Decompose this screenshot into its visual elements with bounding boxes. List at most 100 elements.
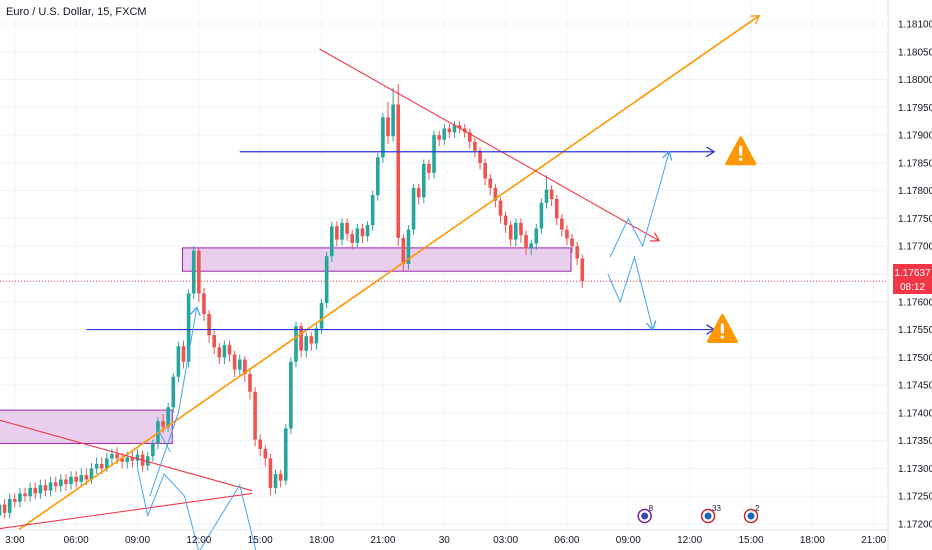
price-tick-label: 1.17400 [898,408,932,419]
candle-body [498,200,503,216]
candle-body [329,226,334,257]
candle-body [171,376,176,408]
zone-rect[interactable] [0,409,173,444]
candle-body [94,464,99,469]
candle-body [370,195,375,226]
price-tick-label: 1.17550 [898,325,932,336]
candle-body [437,135,441,140]
price-tick-label: 1.17200 [898,520,932,531]
candle-body [324,256,329,303]
trendline-orange[interactable] [18,16,759,531]
time-tick-label: 15:00 [738,535,763,546]
projection-path[interactable] [184,496,199,550]
candle-body [299,326,303,351]
event-flag-inner [641,512,649,520]
candle-body [386,117,390,137]
price-tag-value: 1.17637 [894,268,931,279]
candle-body [283,428,288,481]
candle-body [340,222,344,240]
candle-body [314,328,319,344]
candle-body [212,335,216,348]
candle-body [483,162,487,179]
zone-rect[interactable] [181,247,572,272]
candle-body [319,302,324,329]
candle-body [176,346,181,377]
candle-body [237,359,242,370]
candle-body [248,374,252,392]
price-tick-label: 1.17600 [898,297,932,308]
trendline-red[interactable] [0,407,253,492]
projection-path[interactable] [157,429,171,453]
price-tag-bg [893,264,932,294]
candle-body [355,228,360,243]
chart-drawings[interactable] [0,16,888,550]
candle-body [488,178,493,188]
price-tick-label: 1.17900 [898,131,932,142]
candle-body [43,485,48,491]
time-tick-label: 06:00 [554,535,579,546]
candle-body [18,493,22,502]
candle-body [473,141,477,151]
candle-body [69,476,73,484]
candle-body [406,229,411,264]
price-axis[interactable]: 1.17200 1.17250 1.17300 1.17350 1.17400 1.174… [887,0,932,550]
time-tick-label: 3:00 [5,535,25,546]
event-flag-inner [747,512,755,520]
candle-body [503,215,508,226]
economic-event-marker[interactable]: 33 [700,504,722,524]
candle-body [539,202,544,229]
candle-body [375,157,380,196]
candle-body [519,222,523,236]
price-tick-label: 1.17700 [898,242,932,253]
candle-body [514,222,518,240]
candle-body [33,487,38,494]
symbol-title[interactable]: Euro / U.S. Dollar, 15, FXCM [6,6,147,18]
event-count: 33 [712,504,721,513]
economic-event-marker[interactable]: 2 [743,504,761,524]
candle-body [549,189,554,199]
candle-body [125,457,130,462]
candle-body [447,128,452,133]
candle-body [427,164,431,173]
event-count: 2 [755,504,760,513]
time-tick-label: 18:00 [309,535,334,546]
projection-path[interactable] [137,468,185,518]
candle-body [120,458,124,462]
candle-body [534,228,539,244]
price-tick-label: 1.17300 [898,464,932,475]
projection-path[interactable] [149,307,197,497]
event-count: 8 [649,504,654,513]
candle-body [309,336,314,344]
candle-body [452,125,457,133]
candle-body [2,504,7,513]
trendline-red[interactable] [0,492,253,535]
candle-body [457,125,462,129]
projection-path[interactable] [607,255,653,329]
time-tick-label: 09:00 [616,535,641,546]
price-tick-label: 1.18100 [898,20,932,31]
trendline-red[interactable] [319,48,659,241]
supply-demand-zones[interactable] [0,247,572,444]
candle-body [64,479,68,484]
price-tick-label: 1.17450 [898,381,932,392]
warning-icon[interactable] [706,314,738,344]
candle-body [145,456,150,466]
economic-event-marker[interactable]: 8 [637,504,654,524]
candle-body [432,135,436,173]
candle-body [79,475,84,482]
candle-body [554,199,559,219]
event-markers[interactable]: 8 33 2 [637,504,761,524]
time-axis[interactable]: 3:00 06:00 09:00 12:00 15:00 18:00 21:00 30 03:0… [0,529,888,546]
price-tick-label: 1.17850 [898,158,932,169]
candle-body [59,479,63,487]
candle-body [304,336,309,351]
candle-body [335,226,339,240]
projection-path[interactable] [609,152,669,258]
candle-body [115,454,119,459]
price-tick-label: 1.17250 [898,492,932,503]
price-tick-label: 1.18050 [898,47,932,58]
candle-body [227,345,232,355]
warning-icon[interactable] [725,136,757,166]
candle-body [416,187,421,198]
